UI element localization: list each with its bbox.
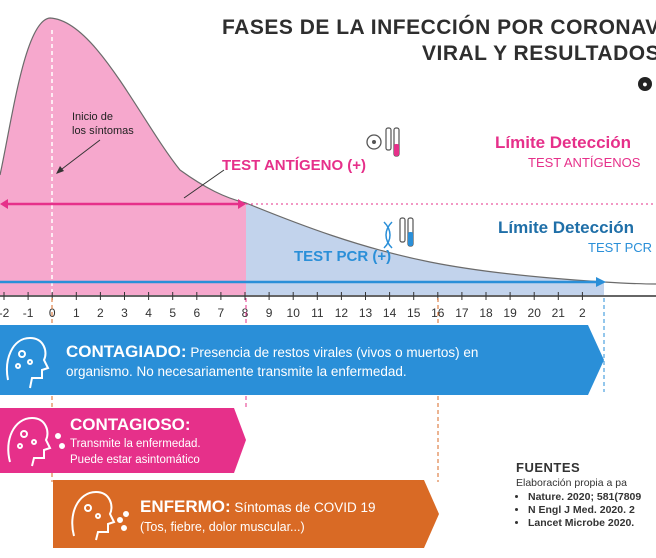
axis-tick-label: 13 [359, 306, 373, 320]
axis-tick-label: 4 [145, 306, 152, 320]
axis-tick-label: -1 [23, 306, 34, 320]
axis-tick-label: 1 [73, 306, 80, 320]
page-title: FASES DE LA INFECCIÓN POR CORONAVI [222, 16, 656, 39]
axis-tick-label: 5 [169, 306, 176, 320]
axis-tick-label: 19 [503, 306, 517, 320]
antigen-area [0, 18, 246, 295]
infection-curve [0, 17, 656, 285]
axis-tick-label: 17 [455, 306, 469, 320]
axis-tick-label: 15 [407, 306, 421, 320]
sources-list: Nature. 2020; 581(7809 N Engl J Med. 202… [516, 491, 641, 529]
source-item: Lancet Microbe 2020. [528, 517, 641, 529]
symptom-onset-pointer [57, 139, 101, 173]
axis-tick-label: 2 [97, 306, 104, 320]
pcr-limit-sub: TEST PCR [588, 240, 652, 255]
symptom-onset-pointer-head [56, 166, 64, 174]
antigen-test-pointer [183, 169, 225, 199]
axis-tick-label: 12 [335, 306, 349, 320]
axis-tick-label: 10 [287, 306, 301, 320]
contagioso-banner-shape [0, 408, 246, 473]
axis-tick-label: 9 [266, 306, 273, 320]
enfermo-banner-shape [53, 480, 439, 548]
contagiado-line1: CONTAGIADO: Presencia de restos virales … [66, 342, 478, 361]
twitter-icon[interactable]: ● [638, 77, 652, 91]
pcr-test-label: TEST PCR (+) [294, 248, 391, 265]
pcr-limit-title: Límite Detección [498, 218, 634, 237]
contagiado-label: CONTAGIADO: [66, 342, 187, 361]
symptom-onset-label-1: Inicio de [72, 111, 113, 123]
pcr-arrow-head [596, 277, 606, 287]
enfermo-line2: (Tos, fiebre, dolor muscular...) [140, 520, 305, 534]
axis-tick-label: 7 [218, 306, 225, 320]
axis-tick-label: 20 [528, 306, 542, 320]
source-item: Nature. 2020; 581(7809 [528, 491, 641, 503]
contagiado-banner-shape [0, 325, 604, 395]
enfermo-text1: Síntomas de COVID 19 [231, 500, 376, 515]
axis-tick-label: -2 [0, 306, 10, 320]
axis-tick-label: 18 [479, 306, 493, 320]
contagioso-line1: Transmite la enfermedad. [70, 438, 201, 450]
axis-tick-label: 11 [311, 306, 324, 320]
contagiado-text1: Presencia de restos virales (vivos o mue… [187, 345, 479, 360]
source-item: N Engl J Med. 2020. 2 [528, 504, 641, 516]
contagioso-label: CONTAGIOSO: [70, 415, 191, 434]
axis-tick-label: 14 [383, 306, 397, 320]
pcr-area [246, 203, 604, 295]
enfermo-head-icon [71, 490, 129, 541]
antigen-arrow-right-head [238, 199, 246, 209]
axis-tick-label: 8 [242, 306, 249, 320]
enfermo-line1: ENFERMO: Síntomas de COVID 19 [140, 497, 376, 516]
antigen-test-icon [366, 127, 400, 157]
pcr-test-icon [383, 217, 414, 249]
contagioso-head-icon [7, 416, 65, 467]
antigen-limit-title: Límite Detección [495, 133, 631, 152]
axis-tick-label: 21 [552, 306, 566, 320]
antigen-limit-sub: TEST ANTÍGENOS [528, 155, 641, 170]
sources-note: Elaboración propia a pa [516, 477, 627, 489]
sources-heading: FUENTES [516, 460, 581, 475]
enfermo-label: ENFERMO: [140, 497, 231, 516]
antigen-arrow-left-head [0, 199, 8, 209]
page-subtitle: VIRAL Y RESULTADOS [422, 42, 656, 65]
sources-block: FUENTES Elaboración propia a pa Nature. … [516, 460, 641, 530]
contagiado-line2: organismo. No necesariamente transmite l… [66, 364, 407, 379]
antigen-test-label: TEST ANTÍGENO (+) [222, 157, 366, 174]
symptom-onset-label-2: los síntomas [72, 125, 134, 137]
axis-tick-label: 3 [121, 306, 128, 320]
axis-tick-label: 2 [579, 306, 586, 320]
axis-tick-label: 6 [193, 306, 200, 320]
contagiado-head-icon [6, 336, 50, 389]
contagioso-line2: Puede estar asintomático [70, 454, 200, 466]
